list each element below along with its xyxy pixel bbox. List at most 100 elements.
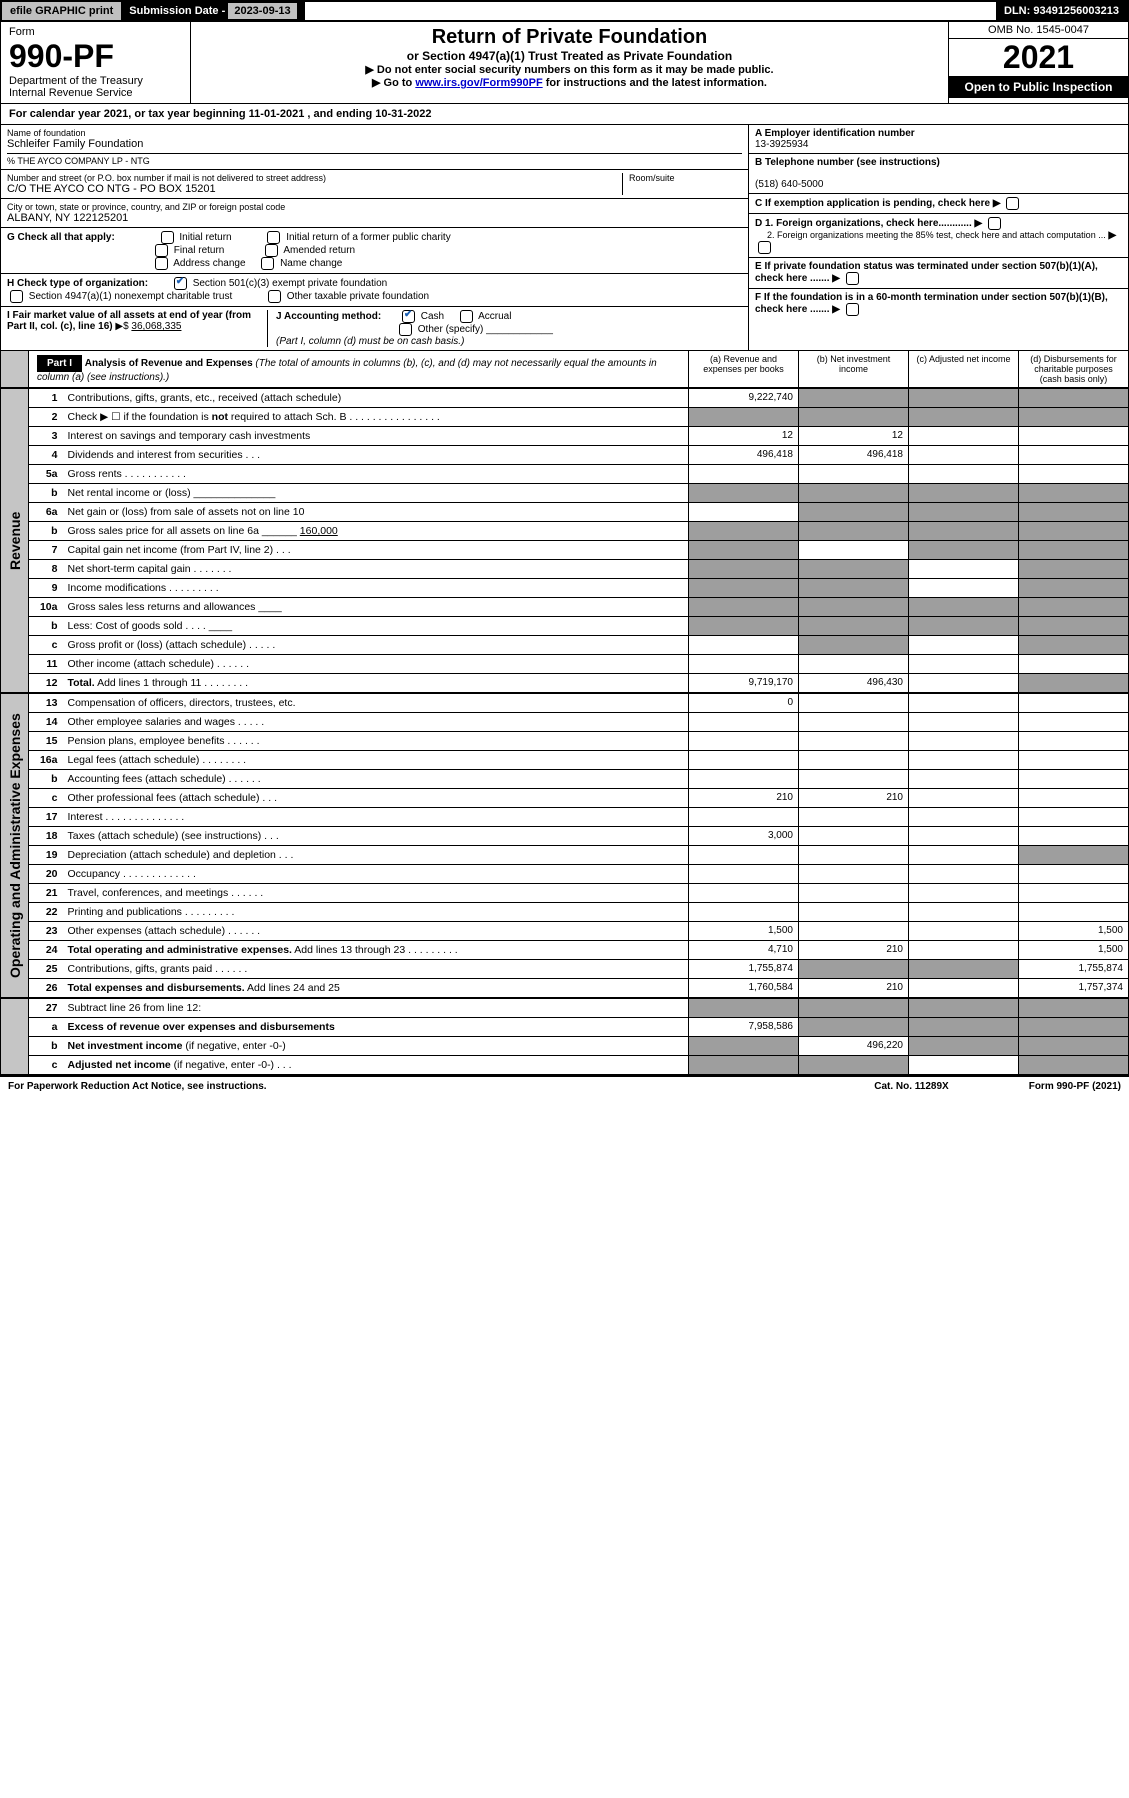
h-other-checkbox[interactable] xyxy=(268,290,281,303)
line-row: bLess: Cost of goods sold . . . . ____ xyxy=(1,617,1129,636)
line-desc: Total expenses and disbursements. Add li… xyxy=(63,979,689,998)
line-val-c xyxy=(909,446,1019,465)
f-cell: F If the foundation is in a 60-month ter… xyxy=(749,289,1128,319)
line-num: 19 xyxy=(29,846,63,865)
line-val-a xyxy=(689,1037,799,1056)
line-row: 27Subtract line 26 from line 12: xyxy=(1,999,1129,1018)
line-num: c xyxy=(29,636,63,655)
phone-cell: B Telephone number (see instructions) (5… xyxy=(749,154,1128,194)
form-header: Form 990-PF Department of the Treasury I… xyxy=(0,22,1129,104)
line-val-d xyxy=(1019,389,1129,408)
pra-notice: For Paperwork Reduction Act Notice, see … xyxy=(8,1081,267,1092)
tax-year: 2021 xyxy=(949,39,1128,76)
city-cell: City or town, state or province, country… xyxy=(1,199,748,228)
line-val-b xyxy=(799,560,909,579)
form-id-block: Form 990-PF Department of the Treasury I… xyxy=(1,22,191,103)
line-desc: Adjusted net income (if negative, enter … xyxy=(63,1056,689,1075)
line-desc: Net investment income (if negative, ente… xyxy=(63,1037,689,1056)
year-begin: 11-01-2021 xyxy=(249,108,305,120)
line-val-a xyxy=(689,484,799,503)
address: C/O THE AYCO CO NTG - PO BOX 15201 xyxy=(7,183,622,195)
address-cell: Number and street (or P.O. box number if… xyxy=(1,170,748,199)
line-val-a xyxy=(689,1056,799,1075)
line-val-d xyxy=(1019,903,1129,922)
line-val-b xyxy=(799,465,909,484)
line-val-c xyxy=(909,541,1019,560)
line-row: 17Interest . . . . . . . . . . . . . . xyxy=(1,808,1129,827)
care-of: % THE AYCO COMPANY LP - NTG xyxy=(7,153,742,166)
line-num: 11 xyxy=(29,655,63,674)
g-section: G Check all that apply: Initial return I… xyxy=(1,228,748,274)
line-val-d: 1,757,374 xyxy=(1019,979,1129,998)
line-val-b xyxy=(799,694,909,713)
line-row: 6aNet gain or (loss) from sale of assets… xyxy=(1,503,1129,522)
j-accrual-checkbox[interactable] xyxy=(460,310,473,323)
line-val-d xyxy=(1019,999,1129,1018)
d1-checkbox[interactable] xyxy=(988,217,1001,230)
d2-checkbox[interactable] xyxy=(758,241,771,254)
bottom-table: 27Subtract line 26 from line 12:aExcess … xyxy=(0,998,1129,1075)
line-val-a xyxy=(689,408,799,427)
line-val-d xyxy=(1019,636,1129,655)
line-val-a: 4,710 xyxy=(689,941,799,960)
line-val-c xyxy=(909,1018,1019,1037)
line-val-b xyxy=(799,408,909,427)
g-address-checkbox[interactable] xyxy=(155,257,168,270)
line-num: 22 xyxy=(29,903,63,922)
line-row: 24Total operating and administrative exp… xyxy=(1,941,1129,960)
line-val-d xyxy=(1019,579,1129,598)
line-val-b xyxy=(799,922,909,941)
line-val-d xyxy=(1019,713,1129,732)
line-val-b: 496,220 xyxy=(799,1037,909,1056)
subdate-value: 2023-09-13 xyxy=(228,3,296,19)
efile-label: efile GRAPHIC print xyxy=(2,2,121,20)
line-val-d: 1,500 xyxy=(1019,941,1129,960)
line-val-b xyxy=(799,770,909,789)
calendar-bar: For calendar year 2021, or tax year begi… xyxy=(0,104,1129,125)
j-cash-checkbox[interactable] xyxy=(402,310,415,323)
line-val-d xyxy=(1019,884,1129,903)
h-501c3-checkbox[interactable] xyxy=(174,277,187,290)
line-row: 3Interest on savings and temporary cash … xyxy=(1,427,1129,446)
instructions-link[interactable]: www.irs.gov/Form990PF xyxy=(415,77,542,89)
e-checkbox[interactable] xyxy=(846,272,859,285)
line-val-c xyxy=(909,465,1019,484)
line-num: 2 xyxy=(29,408,63,427)
line-row: 22Printing and publications . . . . . . … xyxy=(1,903,1129,922)
instr-2: ▶ Go to www.irs.gov/Form990PF for instru… xyxy=(195,76,944,89)
line-val-c xyxy=(909,389,1019,408)
col-a-head: (a) Revenue and expenses per books xyxy=(688,351,798,387)
line-val-a xyxy=(689,579,799,598)
g-initial-checkbox[interactable] xyxy=(161,231,174,244)
line-desc: Net rental income or (loss) ____________… xyxy=(63,484,689,503)
line-row: bNet investment income (if negative, ent… xyxy=(1,1037,1129,1056)
line-num: 8 xyxy=(29,560,63,579)
form-label: Form xyxy=(9,26,182,38)
line-val-a xyxy=(689,770,799,789)
line-val-c xyxy=(909,732,1019,751)
sidebar-label: Operating and Administrative Expenses xyxy=(1,694,29,998)
line-num: 5a xyxy=(29,465,63,484)
g-final-checkbox[interactable] xyxy=(155,244,168,257)
g-name-checkbox[interactable] xyxy=(261,257,274,270)
g-amended-checkbox[interactable] xyxy=(265,244,278,257)
line-val-c xyxy=(909,579,1019,598)
f-checkbox[interactable] xyxy=(846,303,859,316)
line-val-d xyxy=(1019,827,1129,846)
line-val-b xyxy=(799,903,909,922)
line-val-a: 1,755,874 xyxy=(689,960,799,979)
c-checkbox[interactable] xyxy=(1006,197,1019,210)
ij-section: I Fair market value of all assets at end… xyxy=(1,307,748,350)
expense-table: Operating and Administrative Expenses13C… xyxy=(0,693,1129,998)
line-desc: Income modifications . . . . . . . . . xyxy=(63,579,689,598)
line-val-c xyxy=(909,427,1019,446)
j-other-checkbox[interactable] xyxy=(399,323,412,336)
col-b-head: (b) Net investment income xyxy=(798,351,908,387)
h-4947-checkbox[interactable] xyxy=(10,290,23,303)
line-desc: Legal fees (attach schedule) . . . . . .… xyxy=(63,751,689,770)
line-val-a xyxy=(689,846,799,865)
line-val-c xyxy=(909,808,1019,827)
cat-no: Cat. No. 11289X xyxy=(874,1081,948,1092)
g-initial-former-checkbox[interactable] xyxy=(267,231,280,244)
ein: 13-3925934 xyxy=(755,139,808,150)
